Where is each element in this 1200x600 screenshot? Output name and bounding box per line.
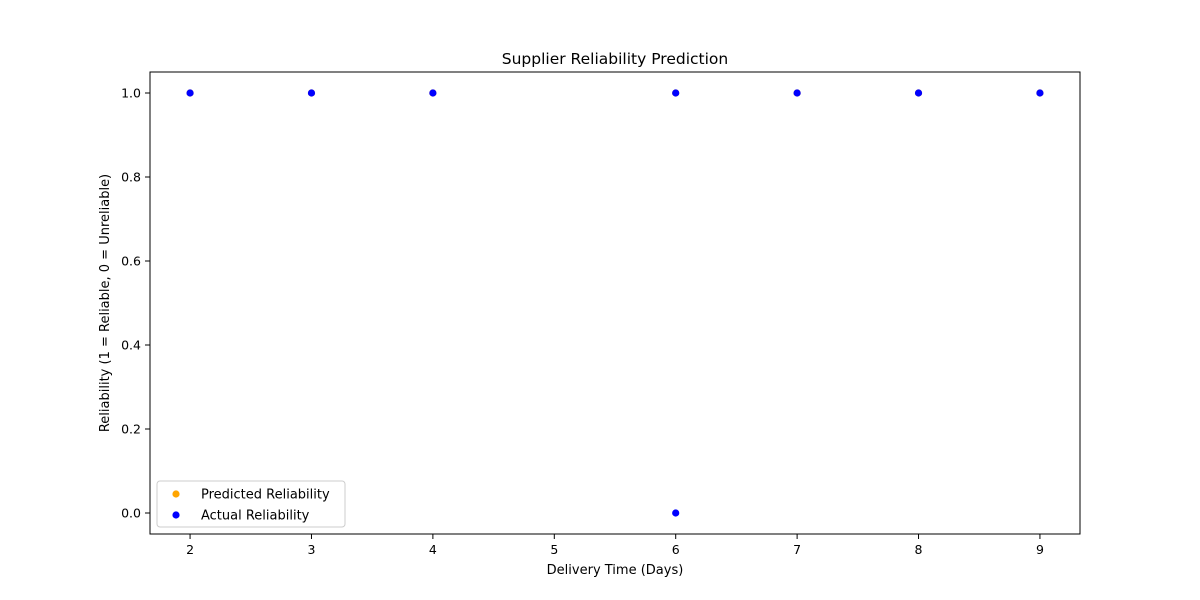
marks-layer (186, 89, 1044, 517)
point-series-1-0 (186, 89, 194, 97)
point-series-1-5 (793, 89, 801, 97)
y-tick-label-4: 0.8 (121, 170, 141, 185)
plot-frame (149, 71, 1081, 535)
point-series-1-4 (672, 509, 680, 517)
x-tick-label-2: 4 (429, 542, 437, 557)
legend-label-0: Predicted Reliability (201, 488, 330, 503)
point-series-1-7 (1036, 89, 1044, 97)
y-axis-title: Reliability (1 = Reliable, 0 = Unreliabl… (98, 174, 113, 432)
legend-box (156, 480, 346, 528)
x-axis: 2 3 4 5 6 7 8 9 (186, 534, 1044, 557)
y-axis: 0.0 0.2 0.4 0.6 0.8 1.0 (121, 86, 150, 521)
legend-marker-0 (172, 490, 180, 498)
point-series-1-3 (672, 89, 680, 97)
x-tick-label-3: 5 (550, 542, 558, 557)
y-tick-label-1: 0.2 (121, 422, 141, 437)
x-tick-label-5: 7 (793, 542, 801, 557)
point-series-1-2 (429, 89, 437, 97)
y-tick-label-2: 0.4 (121, 338, 141, 353)
x-tick-label-4: 6 (672, 542, 680, 557)
x-tick-label-7: 9 (1036, 542, 1044, 557)
y-tick-label-0: 0.0 (121, 506, 141, 521)
x-tick-label-1: 3 (307, 542, 315, 557)
y-tick-label-3: 0.6 (121, 254, 141, 269)
x-axis-title: Delivery Time (Days) (547, 563, 684, 578)
legend: Predicted Reliability Actual Reliability (156, 480, 346, 528)
chart-title: Supplier Reliability Prediction (502, 50, 728, 68)
x-tick-label-6: 8 (915, 542, 923, 557)
legend-marker-1 (172, 511, 180, 519)
y-tick-label-5: 1.0 (121, 86, 141, 101)
x-tick-label-0: 2 (186, 542, 194, 557)
point-series-1-1 (307, 89, 316, 97)
point-series-1-6 (914, 89, 923, 97)
legend-label-1: Actual Reliability (201, 509, 310, 524)
